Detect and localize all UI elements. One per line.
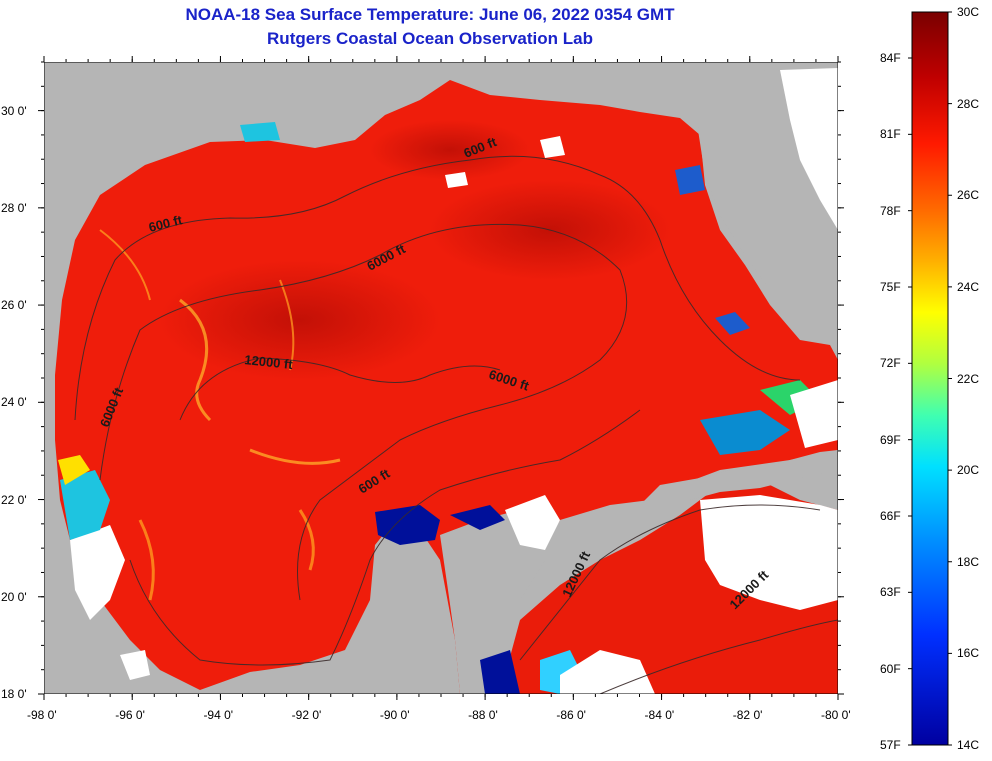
celsius-label: 30C (957, 5, 980, 19)
fahrenheit-label: 81F (880, 127, 901, 142)
x-tick-label: -98 0' (27, 708, 57, 722)
x-tick-label: -92 0' (291, 708, 322, 722)
celsius-label: 24C (957, 279, 980, 294)
fahrenheit-label: 78F (880, 203, 901, 218)
celsius-label: 20C (957, 463, 980, 478)
y-tick-label: 28 0' (1, 200, 27, 215)
x-tick-label: -86 0' (556, 708, 586, 722)
y-tick-label: 24 0' (1, 395, 27, 410)
color-scale-ticks (908, 11, 952, 746)
fahrenheit-label: 66F (880, 509, 901, 523)
color-scale-bar (911, 11, 949, 746)
celsius-label: 28C (957, 96, 980, 111)
x-tick-label: -96 0' (115, 708, 145, 722)
warm-streaks (99, 229, 341, 601)
fahrenheit-label: 60F (880, 661, 901, 676)
y-tick-label: 26 0' (1, 298, 27, 313)
cuba-land (640, 450, 838, 510)
x-tick-label: -88 0' (468, 708, 498, 722)
map-title: NOAA-18 Sea Surface Temperature: June 06… (185, 5, 675, 24)
celsius-label: 18C (957, 554, 980, 569)
y-tick-label: 30 0' (1, 103, 27, 118)
y-tick-label: 20 0' (1, 589, 27, 604)
y-tick-label: 22 0' (1, 492, 27, 507)
map-subtitle: Rutgers Coastal Ocean Observation Lab (267, 29, 593, 48)
fahrenheit-label: 69F (880, 432, 901, 447)
celsius-label: 26C (957, 188, 980, 203)
x-tick-label: -84 0' (644, 708, 675, 722)
x-tick-label: -90 0' (379, 708, 410, 722)
fahrenheit-label: 72F (880, 356, 901, 371)
celsius-label: 14C (957, 738, 980, 752)
x-tick-label: -80 0' (821, 708, 851, 722)
y-tick-label: 18 0' (1, 687, 27, 701)
fahrenheit-label: 84F (880, 51, 901, 65)
fahrenheit-label: 75F (880, 280, 901, 294)
contour-label-12000-gulf: 12000 ft (244, 352, 294, 372)
cloud-patches (58, 68, 838, 694)
celsius-label: 16C (957, 646, 980, 661)
depth-contour-lines (74, 155, 838, 694)
yucatan-land (440, 510, 545, 694)
x-tick-label: -82 0' (732, 708, 763, 722)
fahrenheit-label: 57F (880, 738, 901, 752)
fahrenheit-label: 63F (880, 585, 901, 600)
axis-ticks (38, 56, 844, 700)
x-tick-label: -94 0' (203, 708, 234, 722)
celsius-label: 22C (957, 371, 980, 386)
